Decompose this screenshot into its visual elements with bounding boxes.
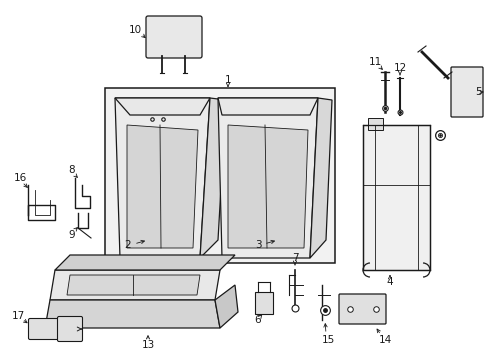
Text: 16: 16 — [13, 173, 26, 183]
FancyBboxPatch shape — [146, 16, 202, 58]
Text: 1: 1 — [224, 75, 231, 85]
FancyBboxPatch shape — [28, 319, 63, 339]
Text: 15: 15 — [321, 335, 334, 345]
Text: 8: 8 — [68, 165, 75, 175]
Text: 10: 10 — [128, 25, 141, 35]
Text: 14: 14 — [378, 335, 391, 345]
Polygon shape — [309, 98, 331, 258]
Text: 4: 4 — [386, 277, 392, 287]
FancyBboxPatch shape — [450, 67, 482, 117]
Polygon shape — [50, 270, 220, 300]
Text: 17: 17 — [11, 311, 24, 321]
Text: 5: 5 — [474, 87, 480, 97]
Text: 2: 2 — [124, 240, 131, 250]
Polygon shape — [218, 98, 317, 115]
Polygon shape — [45, 300, 220, 328]
Polygon shape — [67, 275, 200, 295]
Text: 7: 7 — [291, 253, 298, 263]
Text: 6: 6 — [254, 315, 261, 325]
Text: 3: 3 — [254, 240, 261, 250]
Polygon shape — [127, 125, 198, 248]
Polygon shape — [218, 98, 317, 258]
Text: 13: 13 — [141, 340, 154, 350]
Bar — [105, 88, 334, 263]
Bar — [254, 292, 272, 314]
Polygon shape — [55, 255, 235, 270]
Polygon shape — [200, 98, 225, 258]
Bar — [367, 118, 382, 130]
Polygon shape — [362, 125, 429, 270]
FancyBboxPatch shape — [338, 294, 385, 324]
Polygon shape — [227, 125, 307, 248]
Polygon shape — [115, 98, 209, 258]
FancyBboxPatch shape — [58, 316, 82, 342]
Text: 9: 9 — [68, 230, 75, 240]
Polygon shape — [215, 285, 238, 328]
Polygon shape — [115, 98, 209, 115]
Text: 11: 11 — [367, 57, 381, 67]
Text: 12: 12 — [392, 63, 406, 73]
